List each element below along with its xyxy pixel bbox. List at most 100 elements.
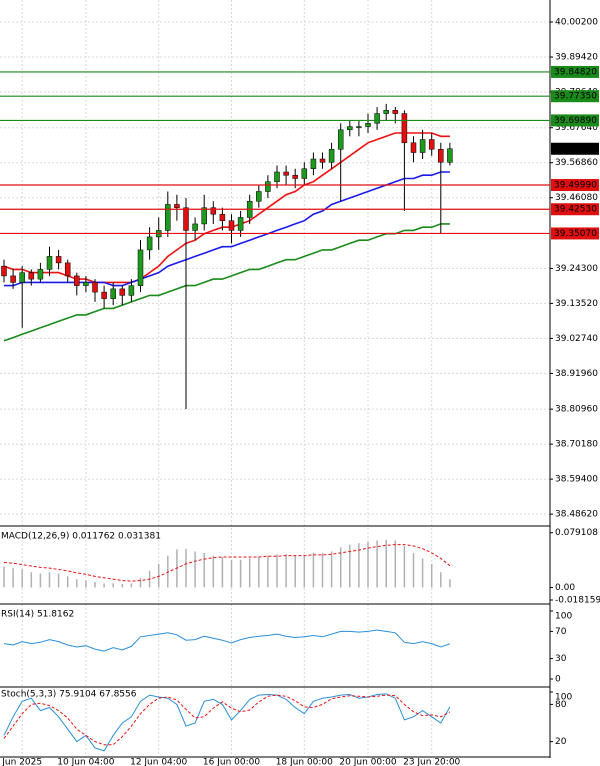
candle-body (392, 110, 399, 114)
y-tick-label: 38.80960 (555, 405, 598, 415)
candle-body (347, 126, 353, 131)
candle-body (310, 158, 317, 170)
plot-layers (0, 0, 550, 757)
candle-body (201, 207, 207, 225)
candle-body (383, 110, 389, 114)
x-tick-label: 20 Jun 00:00 (339, 758, 396, 766)
candle-body (337, 129, 344, 150)
y-tick-label: 0.00 (555, 583, 575, 593)
y-tick-label: 40.00200 (555, 18, 598, 28)
candle-body (410, 142, 417, 153)
x-tick-label: 18 Jun 00:00 (276, 758, 333, 766)
indicator-line (3, 694, 451, 746)
x-tick-label: 10 Jun 04:00 (57, 758, 114, 766)
y-tick-label: 39.67640 (555, 123, 598, 133)
candle-body (237, 217, 244, 231)
level-label: 39.77350 (554, 92, 597, 102)
candle-body (292, 174, 298, 179)
level-label: 39.35070 (554, 229, 597, 239)
panel-title: RSI(14) 51.8162 (1, 610, 74, 620)
candle-body (146, 236, 153, 251)
last-price-label: 39.61161 (554, 144, 597, 154)
y-tick-label: 80 (555, 700, 567, 710)
y-tick-label: 0.079108 (555, 528, 598, 538)
candle-body (174, 204, 180, 208)
y-tick-label: 38.59400 (555, 475, 598, 485)
x-tick-label: 23 Jun 20:00 (403, 758, 460, 766)
candle-body (74, 275, 80, 286)
indicator-line (3, 693, 451, 752)
x-tick-label: Jun 2025 (1, 758, 42, 766)
y-tick-label: 20 (555, 737, 567, 747)
level-label: 39.84820 (554, 67, 597, 77)
y-tick-label: 100 (555, 693, 572, 703)
candle-body (128, 285, 135, 296)
candle-body (165, 204, 171, 231)
level-label: 39.49990 (554, 181, 597, 191)
x-tick-label: 12 Jun 04:00 (130, 758, 187, 766)
y-tick-label: 39.13520 (555, 299, 598, 309)
candle-body (83, 282, 89, 286)
y-tick-label: 38.91960 (555, 369, 598, 379)
last-price-box (551, 142, 599, 155)
indicator-line (3, 629, 451, 652)
candle-body (28, 272, 35, 280)
y-tick-label: -0.018159 (555, 596, 600, 606)
candle-body (210, 207, 217, 215)
candle-body (283, 171, 289, 176)
panel-title: Stoch(5,3,3) 75.9104 67.8556 (1, 690, 137, 700)
level-label-box (551, 227, 599, 240)
candle-body (419, 139, 426, 153)
candle-body (219, 213, 226, 221)
candle-body (447, 148, 453, 163)
candle-body (101, 291, 107, 299)
candle-body (228, 220, 235, 231)
y-tick-label: 38.48620 (555, 510, 598, 520)
candle-body (92, 282, 98, 293)
candle-body (55, 256, 62, 264)
level-label-box (551, 179, 599, 192)
candle-body (265, 181, 271, 192)
candle-body (64, 262, 71, 277)
candle-body (192, 223, 198, 231)
candle-body (119, 288, 126, 296)
y-tick-label: 0 (555, 675, 561, 685)
candle-body (37, 269, 44, 280)
candle-body (183, 207, 189, 231)
candle-body (365, 123, 371, 127)
candle-body (319, 158, 326, 163)
candle-body (274, 171, 280, 182)
signal-line (3, 544, 451, 582)
candle-body (301, 168, 308, 179)
level-label: 39.42530 (554, 205, 597, 215)
y-tick-label: 100 (555, 612, 572, 622)
candle-body (110, 288, 116, 299)
y-tick-label: 30 (555, 654, 567, 664)
y-tick-label: 39.56860 (555, 158, 598, 168)
y-tick-label: 39.89420 (555, 53, 598, 63)
candle-body (401, 113, 408, 144)
candle-body (10, 275, 16, 283)
candle-body (19, 272, 25, 283)
level-label-box (551, 114, 599, 127)
y-tick-label: 39.46080 (555, 193, 598, 203)
y-tick-label: 38.70180 (555, 440, 598, 450)
level-label: 39.69890 (554, 116, 597, 126)
level-label-box (551, 65, 599, 78)
candle-body (438, 149, 444, 163)
candle-body (328, 149, 335, 163)
candle-body (1, 265, 7, 277)
level-label-box (551, 90, 599, 103)
candle-body (256, 191, 262, 202)
moving-average-line (3, 223, 450, 342)
y-tick-label: 39.02740 (555, 334, 598, 344)
level-label-box (551, 203, 599, 216)
y-tick-label: 39.24300 (555, 264, 598, 274)
candle-body (137, 249, 144, 286)
x-tick-label: 16 Jun 00:00 (203, 758, 260, 766)
candle-body (428, 139, 435, 150)
candle-body (46, 256, 53, 270)
candle-body (374, 113, 380, 124)
